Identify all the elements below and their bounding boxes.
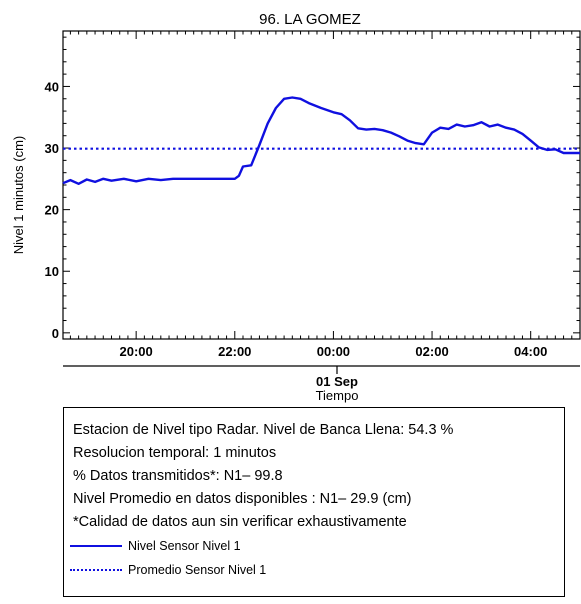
legend-solid-line-swatch [70,545,122,547]
legend-label-sensor: Nivel Sensor Nivel 1 [128,539,241,553]
x-axis: 20:00 22:00 00:00 02:00 04:00 [69,31,581,359]
y-tick-label: 30 [45,141,59,156]
x-tick-label: 04:00 [514,344,547,359]
y-tick-label: 20 [45,203,59,218]
x-tick-label: 00:00 [317,344,350,359]
x-axis-label: Tiempo [316,388,359,403]
legend-item-sensor: Nivel Sensor Nivel 1 [70,538,241,554]
chart-title: 96. LA GOMEZ [259,11,361,28]
sensor-series-line [62,96,580,186]
date-label: 01 Sep [316,374,358,389]
y-tick-label: 40 [45,79,59,94]
x-tick-label: 02:00 [415,344,448,359]
x-tick-label: 20:00 [120,344,153,359]
info-line-quality-note: *Calidad de datos aun sin verificar exha… [73,514,407,530]
info-line-average: Nivel Promedio en datos disponibles : N1… [73,491,412,507]
info-line-resolution: Resolucion temporal: 1 minutos [73,445,277,461]
plot-frame [62,30,581,340]
legend-label-average: Promedio Sensor Nivel 1 [128,563,267,577]
series-layer [62,96,580,186]
info-box: Estacion de Nivel tipo Radar. Nivel de B… [63,407,565,597]
y-tick-label: 0 [52,326,59,341]
legend-item-average: Promedio Sensor Nivel 1 [70,562,266,578]
info-line-transmitted: % Datos transmitidos*: N1– 99.8 [73,468,283,484]
legend-dotted-line-swatch [70,569,122,571]
y-axis-label: Nivel 1 minutos (cm) [11,136,26,254]
info-line-station: Estacion de Nivel tipo Radar. Nivel de B… [73,422,454,438]
y-axis: 0 10 20 30 40 [45,36,580,341]
chart: 96. LA GOMEZ Nivel 1 minutos (cm) 0 10 20 3… [11,11,581,403]
y-tick-label: 10 [45,264,59,279]
x-tick-label: 22:00 [218,344,251,359]
